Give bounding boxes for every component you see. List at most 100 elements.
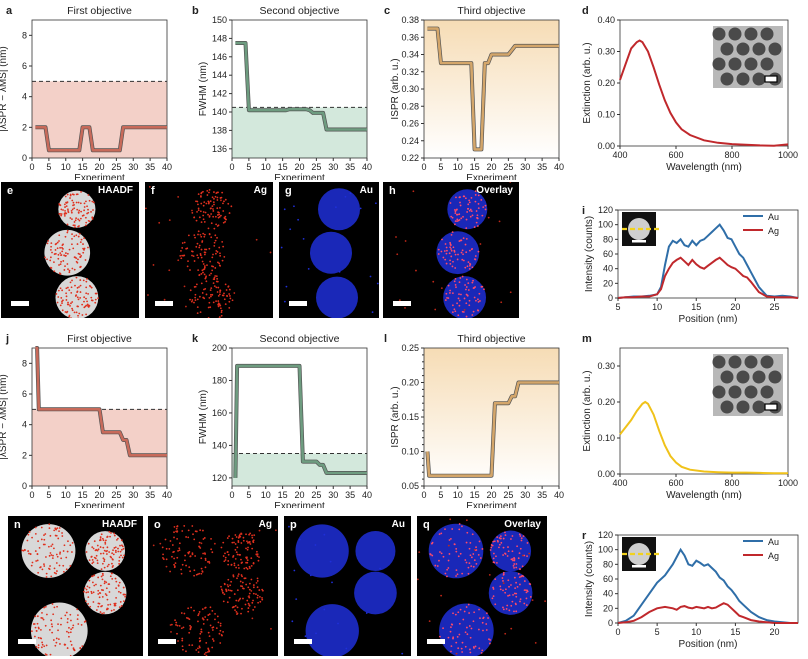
ag-signal <box>67 209 69 212</box>
ag-signal <box>195 245 198 248</box>
noise-dot <box>297 218 300 221</box>
ag-signal <box>478 540 481 543</box>
ag-signal <box>114 577 117 580</box>
noise-dot <box>463 309 466 311</box>
ag-signal <box>84 216 87 219</box>
ag-signal <box>513 566 515 569</box>
ag-signal <box>450 255 453 258</box>
ag-signal <box>519 568 521 571</box>
ag-signal <box>460 217 463 220</box>
ag-signal <box>110 556 113 559</box>
ag-signal <box>227 560 230 562</box>
image-panel-haadf-1: e HAADF <box>1 182 139 318</box>
ag-signal <box>455 547 458 550</box>
ag-signal <box>41 641 44 644</box>
x-axis-label: Wavelength (nm) <box>666 490 742 501</box>
ag-signal <box>208 188 211 191</box>
ag-signal <box>64 195 67 198</box>
ag-signal <box>204 251 207 254</box>
noise-dot <box>168 219 171 221</box>
ag-signal <box>198 216 201 219</box>
y-tick-label: 0.30 <box>597 361 615 371</box>
ag-signal <box>68 315 71 318</box>
ag-signal <box>499 537 502 540</box>
ag-signal <box>61 535 64 537</box>
ag-signal <box>210 272 212 275</box>
ag-signal <box>455 575 457 577</box>
ag-signal <box>83 209 86 212</box>
ag-signal <box>195 219 198 222</box>
ag-signal <box>465 218 468 221</box>
ag-signal <box>449 292 451 294</box>
x-tick-label: 20 <box>486 490 496 500</box>
ag-signal <box>464 631 467 634</box>
ag-signal <box>248 604 251 607</box>
ag-signal <box>111 552 114 555</box>
ag-signal <box>485 623 488 625</box>
ag-signal <box>513 592 516 595</box>
ag-signal <box>202 232 205 235</box>
ag-signal <box>102 552 105 555</box>
ag-signal <box>441 238 443 241</box>
ag-signal <box>477 298 479 301</box>
ag-signal <box>59 552 61 555</box>
ag-signal <box>122 547 125 550</box>
ag-signal <box>105 587 108 590</box>
ag-signal <box>475 221 478 224</box>
ag-signal <box>465 227 468 230</box>
noise-dot <box>359 207 362 210</box>
ag-signal <box>84 259 87 261</box>
y-tick-label: 20 <box>603 603 613 613</box>
ag-signal <box>482 206 485 208</box>
ag-signal <box>525 597 528 600</box>
ag-signal <box>193 216 195 219</box>
ag-signal <box>467 207 470 210</box>
ag-signal <box>228 300 231 303</box>
noise-dot <box>338 270 341 273</box>
x-tick-label: 10 <box>61 162 71 172</box>
ag-signal <box>87 208 89 211</box>
y-tick-label: 0 <box>608 618 613 628</box>
ag-signal <box>477 309 480 312</box>
y-axis-label: FWHM (nm) <box>198 62 209 116</box>
ag-signal <box>203 253 206 256</box>
tem-particle <box>712 27 726 41</box>
ag-signal <box>474 194 477 196</box>
tem-particle <box>712 355 726 369</box>
ag-signal <box>258 589 261 591</box>
ag-signal <box>58 213 61 215</box>
ag-signal <box>71 233 73 236</box>
x-tick-label: 0 <box>229 162 234 172</box>
ag-signal <box>189 627 192 630</box>
ag-signal <box>102 589 104 592</box>
ag-signal <box>85 221 88 224</box>
ag-signal <box>212 201 215 204</box>
ag-signal <box>438 559 440 562</box>
ag-signal <box>198 545 200 548</box>
ag-signal <box>526 542 529 544</box>
ag-signal <box>508 609 511 612</box>
x-tick-label: 25 <box>111 490 121 500</box>
ag-signal <box>198 295 201 298</box>
panel-label: HAADF <box>102 519 137 530</box>
ag-signal <box>50 245 53 248</box>
ag-signal <box>50 242 53 245</box>
ag-signal <box>66 193 69 196</box>
ag-signal <box>190 606 193 609</box>
ag-signal <box>246 548 249 551</box>
ag-signal <box>103 612 105 614</box>
ag-signal <box>221 294 224 297</box>
series-line-ag <box>617 256 799 299</box>
ag-signal <box>36 559 39 562</box>
ag-signal <box>450 645 453 648</box>
ag-signal <box>453 280 456 283</box>
ag-signal <box>53 567 56 570</box>
x-tick-label: 40 <box>162 162 172 172</box>
ag-signal <box>513 563 516 565</box>
ag-signal <box>187 607 190 610</box>
ag-signal <box>477 554 480 556</box>
noise-dot <box>293 569 296 572</box>
ag-signal <box>460 647 463 650</box>
x-tick-label: 5 <box>246 490 251 500</box>
